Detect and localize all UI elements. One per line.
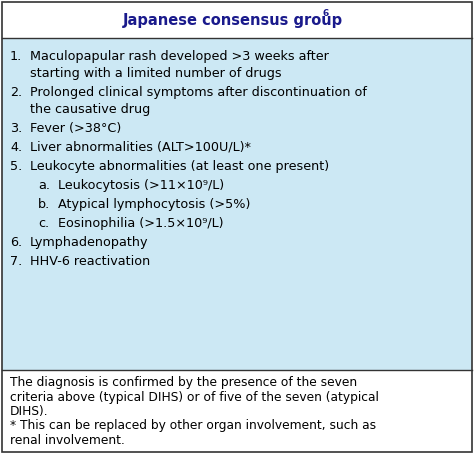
Text: Leukocyte abnormalities (at least one present): Leukocyte abnormalities (at least one pr…: [30, 160, 329, 173]
Text: a.: a.: [38, 179, 50, 192]
Text: * This can be replaced by other organ involvement, such as: * This can be replaced by other organ in…: [10, 419, 376, 433]
Bar: [2, 38, 472, 370]
Text: 6: 6: [323, 9, 329, 18]
Text: the causative drug: the causative drug: [30, 103, 150, 116]
Text: criteria above (typical DIHS) or of five of the seven (atypical: criteria above (typical DIHS) or of five…: [10, 390, 379, 404]
Text: 4.: 4.: [10, 141, 22, 154]
Bar: [2, 2, 472, 38]
Text: The diagnosis is confirmed by the presence of the seven: The diagnosis is confirmed by the presen…: [10, 376, 357, 389]
Text: Atypical lymphocytosis (>5%): Atypical lymphocytosis (>5%): [58, 198, 250, 211]
Text: HHV-6 reactivation: HHV-6 reactivation: [30, 255, 150, 268]
Text: 1.: 1.: [10, 50, 22, 63]
Bar: [2, 370, 472, 452]
Text: b.: b.: [38, 198, 50, 211]
Text: 2.: 2.: [10, 86, 22, 99]
Text: 3.: 3.: [10, 122, 22, 135]
Text: starting with a limited number of drugs: starting with a limited number of drugs: [30, 67, 282, 80]
Text: renal involvement.: renal involvement.: [10, 434, 125, 447]
Text: Maculopapular rash developed >3 weeks after: Maculopapular rash developed >3 weeks af…: [30, 50, 329, 63]
Text: Liver abnormalities (ALT>100U/L)*: Liver abnormalities (ALT>100U/L)*: [30, 141, 251, 154]
Text: Eosinophilia (>1.5×10⁹/L): Eosinophilia (>1.5×10⁹/L): [58, 217, 224, 230]
Text: Leukocytosis (>11×10⁹/L): Leukocytosis (>11×10⁹/L): [58, 179, 224, 192]
Text: Prolonged clinical symptoms after discontinuation of: Prolonged clinical symptoms after discon…: [30, 86, 367, 99]
Text: 6.: 6.: [10, 236, 22, 249]
Text: c.: c.: [38, 217, 49, 230]
Text: DIHS).: DIHS).: [10, 405, 49, 418]
Text: 5.: 5.: [10, 160, 22, 173]
Text: 7.: 7.: [10, 255, 22, 268]
Text: Japanese consensus group: Japanese consensus group: [123, 13, 343, 28]
Text: Lymphadenopathy: Lymphadenopathy: [30, 236, 148, 249]
Text: Fever (>38°C): Fever (>38°C): [30, 122, 121, 135]
